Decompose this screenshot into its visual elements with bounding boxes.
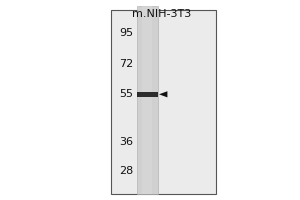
- Text: 95: 95: [119, 28, 134, 38]
- Text: 28: 28: [119, 166, 134, 176]
- Polygon shape: [159, 91, 167, 97]
- Text: 72: 72: [119, 59, 134, 69]
- Bar: [142, 6, 152, 194]
- Bar: [111, 10, 216, 194]
- Text: m.NIH-3T3: m.NIH-3T3: [132, 9, 192, 19]
- Text: 55: 55: [119, 89, 134, 99]
- Bar: [136, 6, 158, 194]
- Bar: [136, 92, 158, 97]
- Text: 36: 36: [119, 137, 134, 147]
